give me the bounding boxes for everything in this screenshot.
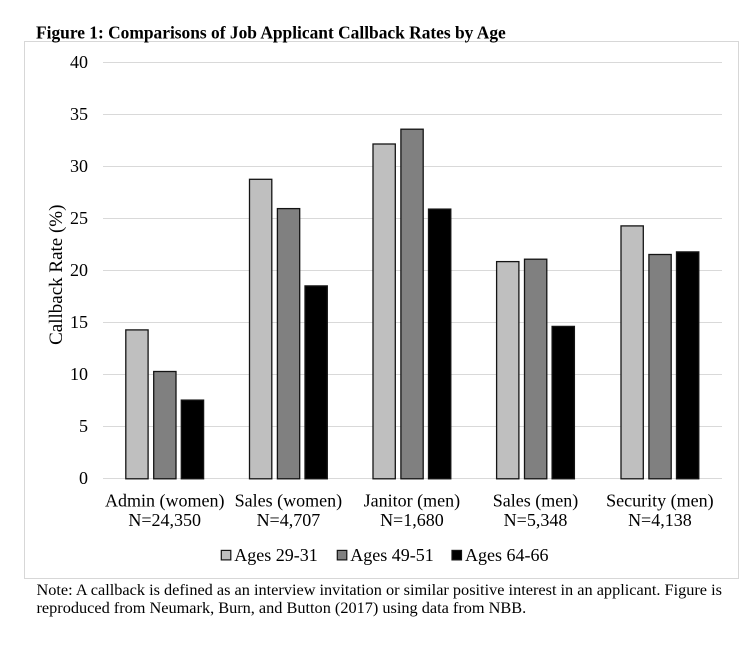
svg-text:30: 30: [70, 156, 88, 176]
svg-text:Admin (women): Admin (women): [105, 490, 224, 511]
svg-text:Sales (men): Sales (men): [493, 490, 578, 511]
svg-text:N=4,707: N=4,707: [257, 510, 321, 530]
svg-text:35: 35: [70, 104, 88, 124]
svg-text:20: 20: [70, 260, 88, 280]
svg-text:Ages 29-31: Ages 29-31: [234, 545, 317, 565]
svg-text:40: 40: [70, 52, 88, 72]
svg-text:15: 15: [70, 312, 88, 332]
svg-text:N=5,348: N=5,348: [504, 510, 568, 530]
svg-text:Note: A callback is defined as: Note: A callback is defined as an interv…: [37, 580, 722, 599]
svg-text:N=4,138: N=4,138: [628, 510, 692, 530]
svg-text:reproduced from Neumark, Burn,: reproduced from Neumark, Burn, and Butto…: [37, 598, 527, 617]
svg-text:25: 25: [70, 208, 88, 228]
svg-text:Figure 1: Comparisons of Job A: Figure 1: Comparisons of Job Applicant C…: [36, 23, 506, 43]
svg-text:Security (men): Security (men): [606, 490, 713, 511]
svg-text:5: 5: [79, 416, 88, 436]
svg-text:Ages 64-66: Ages 64-66: [465, 545, 549, 565]
svg-text:Sales (women): Sales (women): [235, 490, 342, 511]
svg-text:10: 10: [70, 364, 88, 384]
svg-text:N=1,680: N=1,680: [380, 510, 444, 530]
svg-text:0: 0: [79, 468, 88, 488]
svg-text:Janitor (men): Janitor (men): [364, 490, 460, 511]
svg-text:Callback Rate (%): Callback Rate (%): [46, 205, 67, 345]
svg-text:Ages 49-51: Ages 49-51: [350, 545, 434, 565]
svg-text:N=24,350: N=24,350: [128, 510, 201, 530]
